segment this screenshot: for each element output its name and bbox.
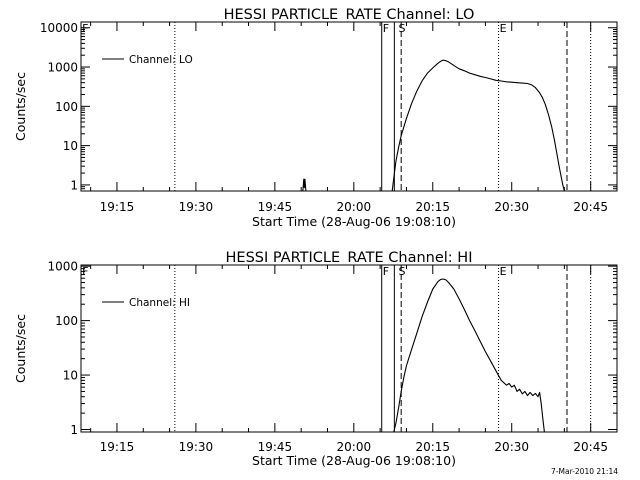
x-axis-label: Start Time (28-Aug-06 19:08:10) [252,214,456,229]
lo-channel-panel: HESSI PARTICLE_RATE Channel: LO 19:15 19:3… [13,7,618,229]
y-axis-label: Counts/sec [13,314,28,383]
x-tick-label: 19:45 [258,200,293,214]
plot-frame [80,21,618,192]
flag-label: F [383,22,389,35]
x-tick-label: 19:45 [258,440,293,454]
y-axis-label: Counts/sec [13,72,28,141]
series-line [393,278,545,433]
x-tick-label: 19:30 [179,440,214,454]
y-tick-label: 1 [70,178,78,192]
y-tick-label: 10000 [40,21,78,35]
y-tick-label: 1000 [47,61,78,75]
x-tick-label: 20:45 [573,440,608,454]
flag-label: E [500,22,507,35]
x-tick-label: 20:00 [337,440,372,454]
legend-label: Channel: HI [129,297,190,309]
chart-title: HESSI PARTICLE_RATE Channel: HI [226,250,473,266]
plot-frame [80,264,618,433]
x-tick-label: 19:30 [179,200,214,214]
y-tick-label: 100 [55,100,78,114]
hi-channel-panel: HESSI PARTICLE_RATE Channel: HI 19:15 19:3… [13,250,618,468]
series-line [391,59,565,192]
x-tick-label: 20:30 [494,200,529,214]
y-tick-label: 1000 [47,260,78,274]
date-stamp: 7-Mar-2010 21:14 [551,467,618,476]
x-tick-label: 20:15 [415,440,450,454]
x-axis-label: Start Time (28-Aug-06 19:08:10) [252,453,456,468]
flag-label: S [399,22,406,35]
flag-label: E [500,265,507,278]
flag-label: F [82,265,88,278]
x-tick-label: 20:30 [494,440,529,454]
flag-label: F [82,22,88,35]
x-tick-label: 20:45 [573,200,608,214]
x-tick-label: 20:15 [415,200,450,214]
x-tick-label: 19:15 [100,440,135,454]
chart-title: HESSI PARTICLE_RATE Channel: LO [224,7,475,23]
y-tick-label: 10 [63,139,78,153]
flag-label: F [383,265,389,278]
x-tick-label: 20:00 [337,200,372,214]
flag-label: S [399,265,406,278]
legend-label: Channel: LO [129,54,193,66]
y-tick-label: 10 [63,369,78,383]
x-tick-label: 19:15 [100,200,135,214]
series-line [302,178,307,192]
y-tick-label: 100 [55,314,78,328]
y-tick-label: 1 [70,423,78,437]
